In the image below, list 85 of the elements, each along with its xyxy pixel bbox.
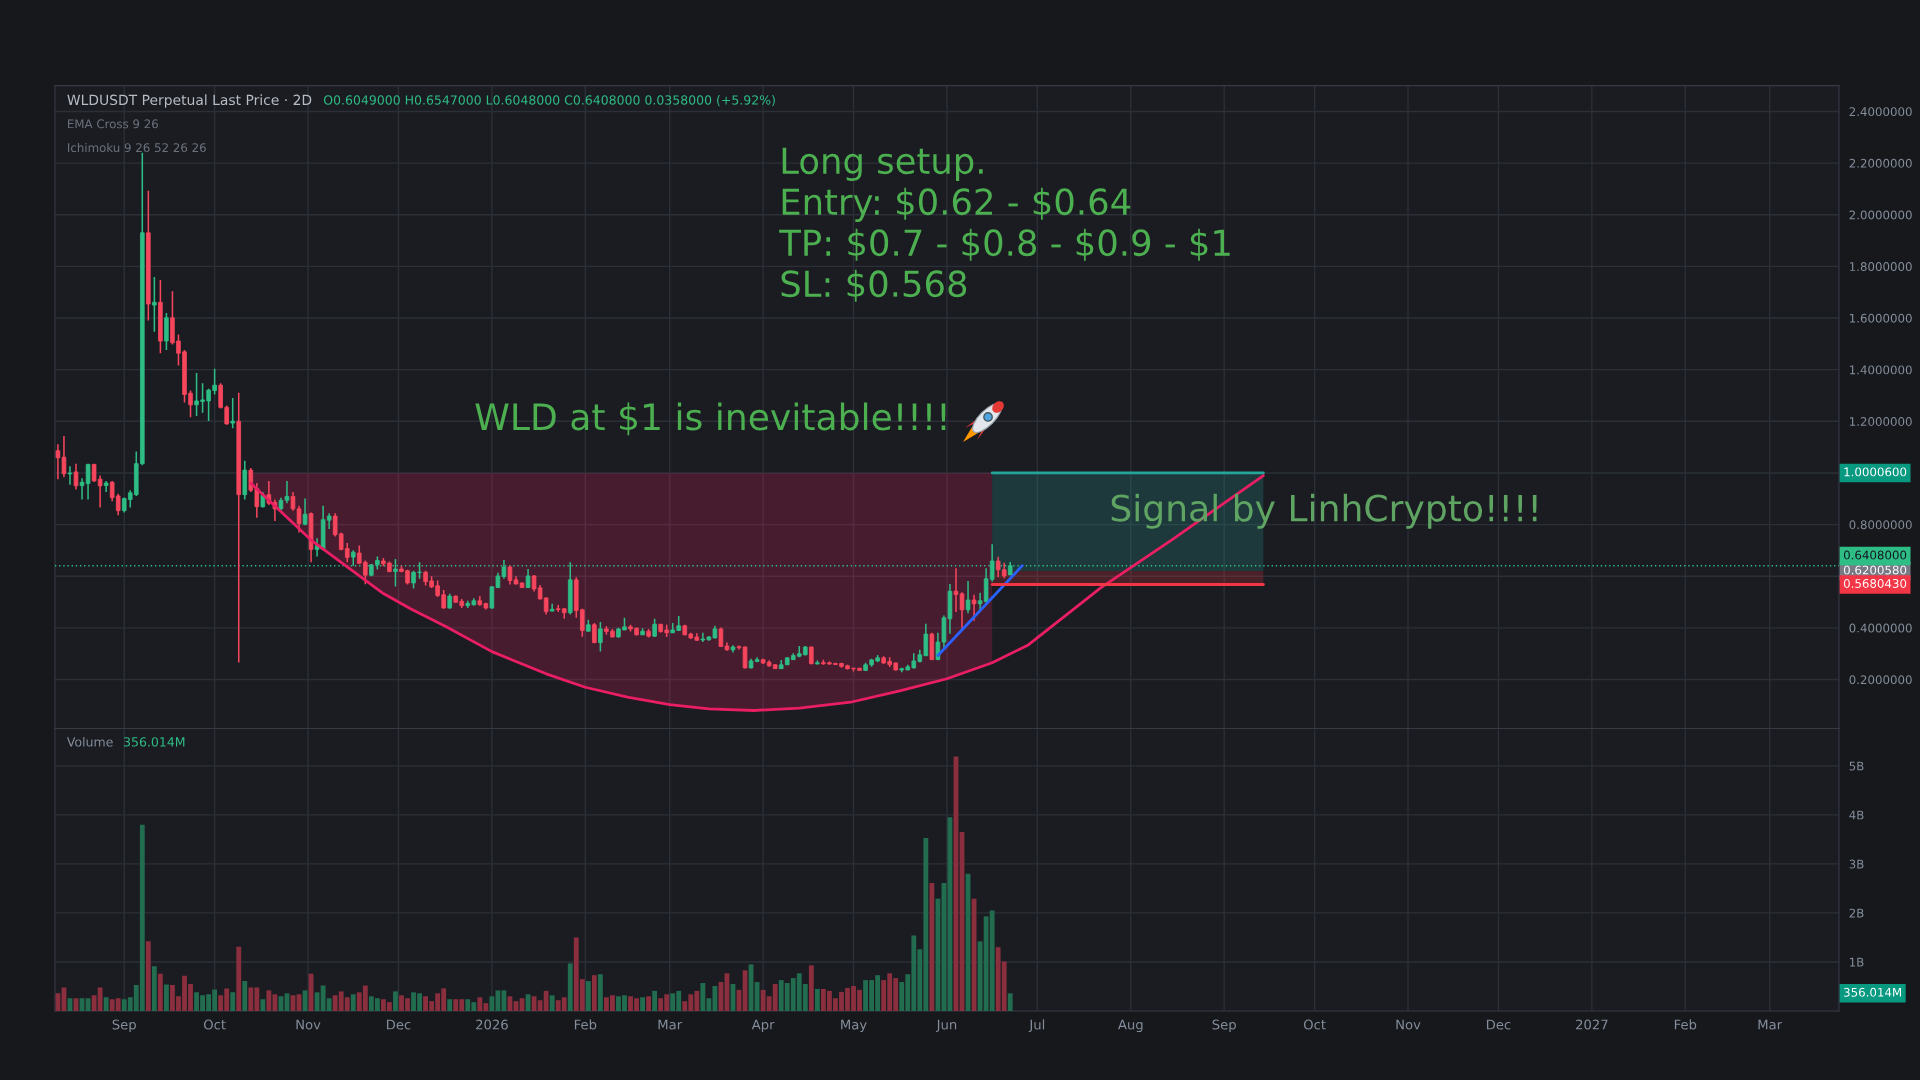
candlestick [302, 497, 308, 527]
candlestick [230, 397, 235, 430]
y-tick-label: 2.4000000 [1849, 107, 1912, 117]
bar [103, 997, 109, 1011]
y-tick-label: 1.4000000 [1849, 365, 1912, 375]
bar [145, 941, 151, 1011]
bar [1007, 993, 1013, 1011]
x-tick-label: Feb [574, 1019, 597, 1030]
bar [393, 991, 398, 1011]
text: 0.6200580 [1843, 565, 1907, 575]
bar [157, 973, 163, 1011]
text: Volume [66, 736, 113, 747]
bar [585, 981, 591, 1011]
bar [260, 999, 266, 1011]
bar [591, 975, 597, 1011]
x-tick-label: Mar [1758, 1019, 1783, 1030]
y-tick-label: 2.2000000 [1849, 158, 1912, 168]
bar [350, 994, 356, 1011]
bar [814, 988, 820, 1011]
x-tick-label: Jun [935, 1019, 957, 1032]
y-tick-label: 1.8000000 [1849, 262, 1912, 272]
candlestick [598, 621, 603, 653]
x-tick-label: Oct [203, 1019, 226, 1030]
annotation: Long setup. Entry: $0.62 - $0.64 TP: $0.7 - $0.8 - $0.9 - $1 SL: $0.568 [779, 147, 1230, 302]
bar [549, 995, 555, 1011]
bar [230, 992, 236, 1011]
annotation: 356.014M [124, 737, 185, 747]
y-tick-label: 0.4000000 [1849, 623, 1912, 633]
candlestick [164, 312, 169, 351]
y-tick-label: 1.2000000 [1849, 417, 1912, 426]
bar [236, 946, 242, 1011]
x-tick-label: Mar [658, 1019, 683, 1030]
bar [646, 996, 652, 1011]
x-tick-label: Dec [1486, 1019, 1511, 1030]
candlestick [67, 465, 73, 486]
y-tick-label: 3B [1849, 859, 1864, 869]
x-tick-label: Dec [386, 1019, 411, 1030]
x-tick-label: Nov [1396, 1019, 1421, 1030]
candlestick [652, 618, 657, 638]
y-tick-label: 0.2000000 [1849, 675, 1912, 685]
y-tick-label: 0.8000000 [1849, 520, 1912, 530]
bar [597, 974, 603, 1011]
y-tick-label: 1B [1849, 957, 1864, 967]
x-tick-label: Nov [296, 1019, 321, 1030]
text: 0.5680430 [1843, 578, 1907, 588]
x-tick-label: May [841, 1019, 867, 1033]
ref-line-label: 0.6408000 [1843, 550, 1907, 560]
bar [164, 984, 169, 1011]
y-tick-label: 1.6000000 [1849, 313, 1912, 323]
candlestick [971, 594, 977, 622]
bar [567, 963, 573, 1011]
x-tick-label: Oct [1303, 1019, 1326, 1030]
bar [640, 997, 645, 1011]
x-tick-label: Jul [1028, 1019, 1045, 1032]
candlestick [152, 276, 157, 333]
text: WLDUSDT Perpetual Last Price · 2D [67, 94, 312, 108]
y-tick-label: 2.0000000 [1849, 210, 1912, 220]
x-tick-label: Sep [112, 1019, 136, 1033]
text: O0.6049000 H0.6547000 L0.6048000 C0.6408000 0.0358000 (+5.92%) [323, 95, 775, 107]
candlestick [73, 462, 79, 491]
annotation: Signal by LinhCrypto!!!! [1111, 493, 1537, 529]
annotation: EMA Cross 9 26 [68, 119, 158, 129]
bar [929, 883, 935, 1011]
candlestick [965, 580, 971, 614]
x-tick-label: Aug [1118, 1019, 1143, 1033]
bar [242, 981, 248, 1011]
x-tick-label: Apr [751, 1019, 775, 1033]
annotation: Ichimoku 9 26 52 26 26 [68, 142, 206, 153]
text: 356.014M [1844, 987, 1901, 997]
text: 1.0000600 [1844, 467, 1907, 477]
bar [808, 965, 814, 1011]
x-tick-label: Feb [1674, 1019, 1697, 1030]
bar [151, 966, 157, 1011]
bar [935, 898, 941, 1011]
y-tick-label: 4B [1849, 810, 1864, 820]
y-tick-label: 5B [1849, 761, 1864, 771]
bar [97, 987, 103, 1011]
bar [652, 990, 658, 1011]
annotation: WLD at $1 is inevitable!!!! [475, 402, 946, 436]
x-tick-label: Sep [1212, 1019, 1236, 1033]
x-tick-label: 2027 [1576, 1019, 1608, 1030]
x-tick-label: 2026 [476, 1019, 508, 1030]
bar [447, 999, 453, 1011]
y-tick-label: 2B [1849, 908, 1864, 918]
bar [489, 996, 495, 1011]
